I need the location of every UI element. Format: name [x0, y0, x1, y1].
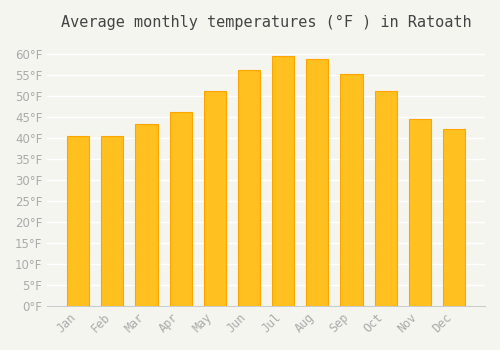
Bar [204, 91, 226, 306]
Bar [67, 135, 90, 306]
Bar [102, 135, 124, 306]
Title: Average monthly temperatures (°F ) in Ratoath: Average monthly temperatures (°F ) in Ra… [61, 15, 472, 30]
Bar [374, 91, 397, 306]
Bar [443, 129, 465, 306]
Bar [238, 70, 260, 306]
Bar [408, 119, 431, 306]
Bar [170, 112, 192, 306]
Bar [272, 56, 294, 306]
Bar [136, 124, 158, 306]
Bar [340, 74, 362, 306]
Bar [306, 59, 328, 306]
